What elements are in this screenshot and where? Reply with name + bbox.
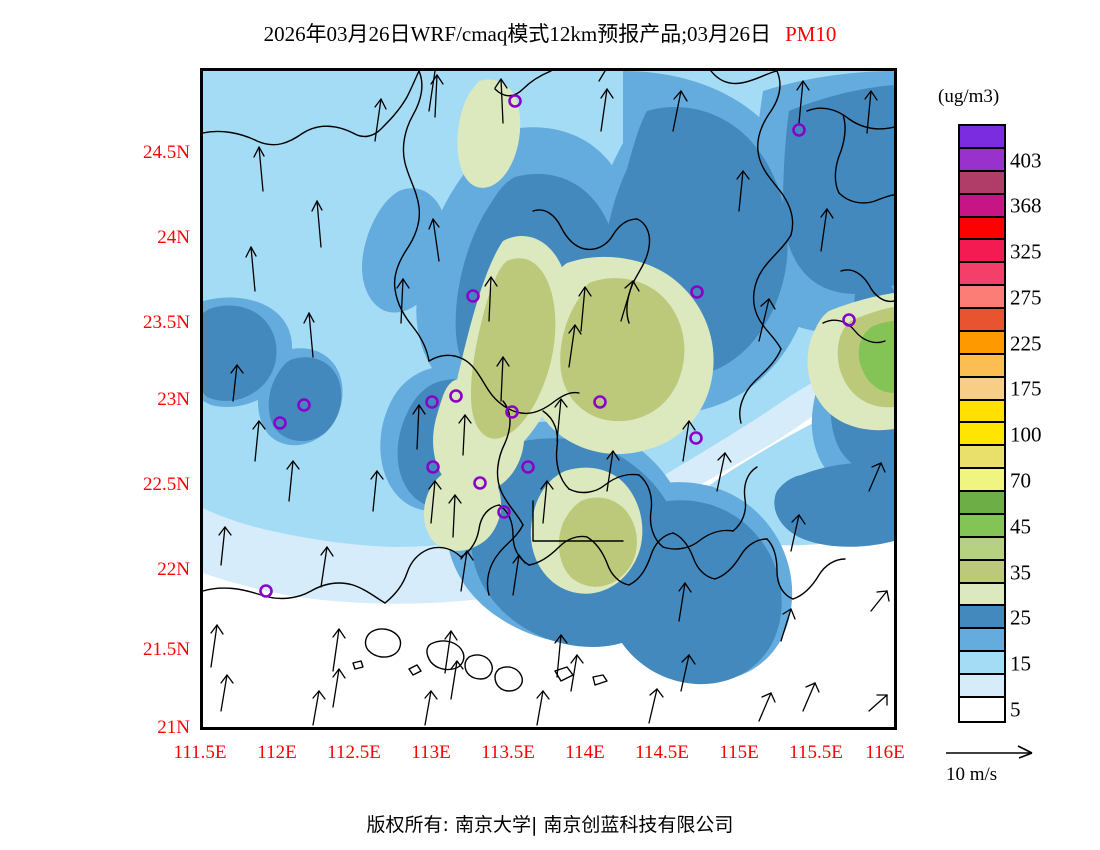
- x-tick-label: 113.5E: [481, 742, 535, 763]
- x-tick-label: 113E: [411, 742, 451, 763]
- concentration-field: [203, 71, 894, 727]
- colorbar-band: [960, 629, 1004, 653]
- colorbar-band: [960, 560, 1004, 584]
- page-title: 2026年03月26日WRF/cmaq模式12km预报产品;03月26日 PM10: [0, 18, 1100, 48]
- copyright-footer: 版权所有: 南京大学| 南京创蓝科技有限公司: [366, 814, 734, 836]
- colorbar-tick-label: 45: [1010, 514, 1031, 539]
- colorbar-band: [960, 606, 1004, 630]
- y-tick-label: 22N: [157, 559, 190, 580]
- colorbar-tick-label: 225: [1010, 331, 1042, 356]
- x-tick-label: 116E: [865, 742, 905, 763]
- colorbar-tick-label: 25: [1010, 605, 1031, 630]
- title-text: 2026年03月26日WRF/cmaq模式12km预报产品;03月26日: [263, 22, 772, 46]
- wind-vectors: [210, 71, 890, 726]
- colorbar-band: [960, 194, 1004, 218]
- x-tick-label: 115.5E: [789, 742, 843, 763]
- wind-scale-key: 10 m/s: [940, 742, 1090, 786]
- colorbar-tick-label: 175: [1010, 376, 1042, 401]
- colorbar-band: [960, 675, 1004, 698]
- colorbar-band: [960, 171, 1004, 195]
- pollutant-label: PM10: [785, 22, 837, 46]
- colorbar-band: [960, 263, 1004, 287]
- y-tick-label: 24.5N: [143, 142, 190, 163]
- y-tick-label: 21N: [157, 717, 190, 738]
- x-tick-label: 114.5E: [635, 742, 689, 763]
- colorbar-tick-label: 5: [1010, 697, 1021, 722]
- map-boundaries: [203, 71, 894, 692]
- colorbar-band: [960, 469, 1004, 492]
- colorbar-band: [960, 492, 1004, 515]
- colorbar-band: [960, 537, 1004, 561]
- colorbar-tick-label: 15: [1010, 651, 1031, 676]
- colorbar-band: [960, 148, 1004, 172]
- colorbar-band: [960, 354, 1004, 378]
- colorbar-band: [960, 400, 1004, 424]
- colorbar-band: [960, 514, 1004, 538]
- y-tick-label: 23N: [157, 389, 190, 410]
- colorbar-tick-label: 325: [1010, 239, 1042, 264]
- y-tick-label: 21.5N: [143, 639, 190, 660]
- colorbar-tick-label: 35: [1010, 560, 1031, 585]
- colorbar-band: [960, 126, 1004, 149]
- map-canvas: [203, 71, 894, 727]
- colorbar-band: [960, 217, 1004, 241]
- colorbar-band: [960, 240, 1004, 264]
- colorbar-band: [960, 697, 1004, 721]
- colorbar-tick-label: 100: [1010, 422, 1042, 447]
- station-markers: [259, 94, 856, 598]
- colorbar-band: [960, 377, 1004, 401]
- forecast-map[interactable]: [200, 68, 897, 730]
- colorbar-tick-label: 403: [1010, 148, 1042, 173]
- colorbar-unit: (ug/m3): [938, 86, 1000, 107]
- x-tick-label: 112.5E: [327, 742, 381, 763]
- wind-arrow-icon: [940, 742, 1090, 764]
- wind-scale-label: 10 m/s: [946, 764, 998, 785]
- colorbar: [958, 124, 1006, 723]
- colorbar-band: [960, 286, 1004, 309]
- x-tick-label: 111.5E: [173, 742, 227, 763]
- y-tick-label: 22.5N: [143, 474, 190, 495]
- colorbar-band: [960, 309, 1004, 332]
- colorbar-tick-label: 70: [1010, 468, 1031, 493]
- y-tick-label: 24N: [157, 227, 190, 248]
- colorbar-band: [960, 331, 1004, 355]
- x-tick-label: 112E: [257, 742, 297, 763]
- colorbar-band: [960, 423, 1004, 447]
- x-tick-label: 114E: [565, 742, 605, 763]
- x-tick-label: 115E: [719, 742, 759, 763]
- colorbar-band: [960, 583, 1004, 607]
- colorbar-tick-label: 275: [1010, 285, 1042, 310]
- colorbar-band: [960, 446, 1004, 470]
- colorbar-tick-label: 368: [1010, 193, 1042, 218]
- colorbar-band: [960, 652, 1004, 675]
- y-tick-label: 23.5N: [143, 312, 190, 333]
